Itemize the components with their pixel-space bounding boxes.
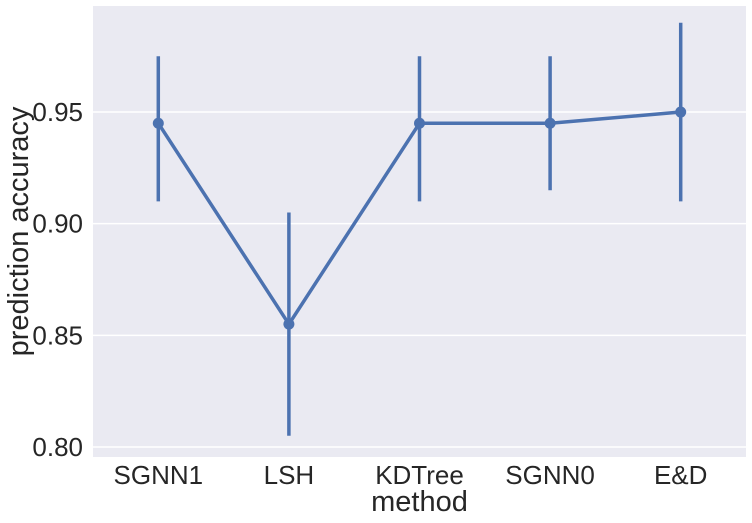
x-tick-label: KDTree (375, 460, 464, 490)
x-tick-label: SGNN1 (114, 460, 204, 490)
x-tick-label: LSH (264, 460, 315, 490)
x-axis-label: method (371, 486, 468, 518)
data-point (544, 117, 556, 129)
x-tick-label: SGNN0 (505, 460, 595, 490)
data-points (152, 106, 687, 330)
data-point (283, 318, 295, 330)
x-tick-label: E&D (654, 460, 707, 490)
y-tick-label: 0.85 (32, 320, 83, 350)
data-point (675, 106, 687, 118)
data-point (152, 117, 164, 129)
x-axis-ticks: SGNN1 LSH KDTree SGNN0 E&D (114, 460, 708, 490)
y-tick-label: 0.95 (32, 97, 83, 127)
data-point (414, 117, 425, 129)
y-tick-label: 0.90 (32, 209, 83, 239)
y-axis-ticks: 0.80 0.85 0.90 0.95 (32, 97, 83, 462)
y-axis-label: prediction accuracy (3, 106, 35, 356)
y-tick-label: 0.80 (32, 432, 83, 462)
